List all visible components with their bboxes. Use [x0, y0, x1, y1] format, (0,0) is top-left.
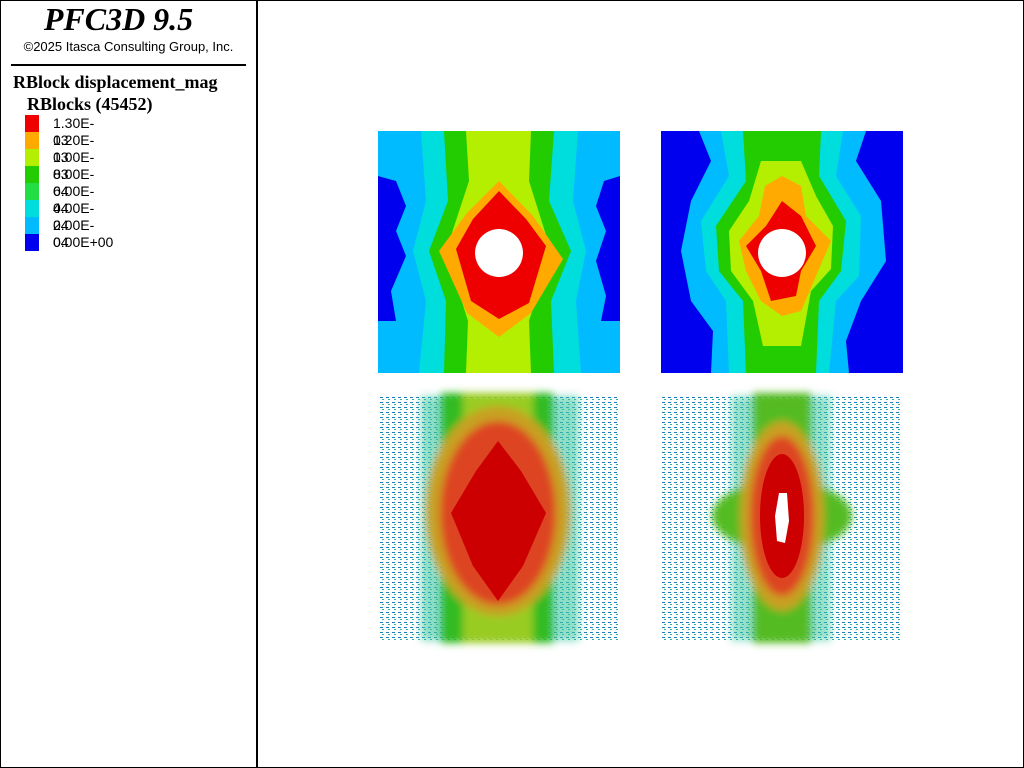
legend-label: 1.20E-03	[53, 132, 95, 165]
legend-swatch	[25, 149, 39, 166]
legend-swatch	[25, 234, 39, 251]
legend-swatch	[25, 200, 39, 217]
legend-label: 6.00E-04	[53, 183, 95, 216]
separator	[11, 64, 246, 66]
legend-label: 2.00E-04	[53, 217, 95, 250]
legend-swatch	[25, 183, 39, 200]
legend-label: 8.00E-04	[53, 166, 95, 199]
legend-swatch	[25, 132, 39, 149]
legend-panel: PFC3D 9.5 ©2025 Itasca Consulting Group,…	[1, 1, 258, 767]
legend-label: 4.00E-04	[53, 200, 95, 233]
legend-swatch	[25, 166, 39, 183]
contour-plot	[661, 131, 903, 373]
copyright: ©2025 Itasca Consulting Group, Inc.	[23, 39, 234, 54]
app-title: PFC3D 9.5	[43, 1, 194, 37]
vector-plot	[379, 393, 619, 643]
group-name: RBlocks (45452)	[27, 94, 153, 114]
plot-name: RBlock displacement_mag	[13, 72, 218, 92]
legend-swatch	[25, 217, 39, 234]
contour-plot	[378, 131, 620, 373]
legend-label: 1.00E-03	[53, 149, 95, 182]
legend-label: 1.30E-03	[53, 115, 95, 148]
legend-swatch	[25, 115, 39, 132]
legend-label: 0.00E+00	[53, 234, 114, 250]
vector-plot	[662, 393, 902, 643]
